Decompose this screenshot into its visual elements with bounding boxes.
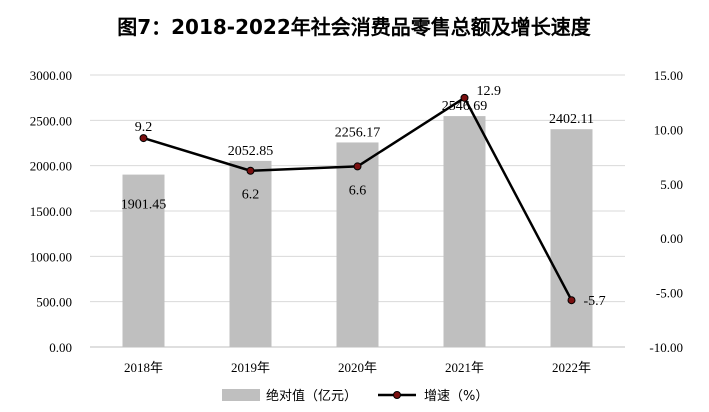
line-marker bbox=[139, 134, 148, 143]
left-tick-label: 2500.00 bbox=[30, 113, 72, 128]
line-marker bbox=[460, 93, 469, 102]
legend-bar-swatch bbox=[222, 389, 260, 401]
right-tick-label: 10.00 bbox=[654, 122, 683, 137]
line-value-label: -5.7 bbox=[584, 294, 606, 309]
line-data-labels: 9.2 6.2 6.6 12.9 -5.7 bbox=[135, 84, 606, 309]
bar-value-label: 2546.69 bbox=[442, 99, 488, 114]
line-value-label: 12.9 bbox=[477, 84, 502, 99]
x-tick-label: 2020年 bbox=[338, 360, 377, 375]
left-tick-label: 3000.00 bbox=[30, 68, 72, 83]
x-tick-label: 2022年 bbox=[552, 360, 591, 375]
right-axis-ticks: -10.00 -5.00 0.00 5.00 10.00 15.00 bbox=[649, 68, 683, 355]
bar bbox=[229, 160, 272, 347]
right-tick-label: 15.00 bbox=[654, 68, 683, 83]
legend: 绝对值（亿元） 增速（%） bbox=[222, 388, 488, 404]
left-tick-label: 1000.00 bbox=[30, 249, 72, 264]
bar-series bbox=[122, 116, 593, 348]
left-tick-label: 0.00 bbox=[49, 340, 72, 355]
right-tick-label: 5.00 bbox=[660, 177, 683, 192]
left-tick-label: 500.00 bbox=[36, 295, 72, 310]
line-marker bbox=[567, 296, 576, 305]
legend-line-label: 增速（%） bbox=[424, 389, 488, 404]
right-tick-label: -5.00 bbox=[656, 286, 683, 301]
x-tick-label: 2019年 bbox=[231, 360, 270, 375]
legend-line-marker bbox=[393, 391, 401, 399]
bar-value-label: 1901.45 bbox=[121, 198, 167, 213]
chart-title: 图7：2018-2022年社会消费品零售总额及增长速度 bbox=[117, 15, 592, 39]
bar-data-labels: 1901.45 2052.85 2256.17 2546.69 2402.11 bbox=[121, 99, 594, 213]
right-tick-label: 0.00 bbox=[660, 231, 683, 246]
line-value-label: 6.6 bbox=[349, 183, 367, 198]
bar bbox=[550, 129, 593, 347]
bar bbox=[122, 174, 165, 347]
bar bbox=[443, 116, 486, 348]
left-tick-label: 2000.00 bbox=[30, 159, 72, 174]
left-axis-ticks: 0.00 500.00 1000.00 1500.00 2000.00 2500.00 30… bbox=[30, 68, 72, 355]
x-axis-ticks: 2018年 2019年 2020年 2021年 2022年 bbox=[124, 360, 591, 375]
line-value-label: 9.2 bbox=[135, 120, 153, 135]
bar-value-label: 2052.85 bbox=[228, 144, 274, 159]
legend-bar-label: 绝对值（亿元） bbox=[266, 388, 357, 404]
left-tick-label: 1500.00 bbox=[30, 204, 72, 219]
bar-value-label: 2256.17 bbox=[335, 125, 381, 140]
x-tick-label: 2021年 bbox=[445, 360, 484, 375]
line-marker bbox=[353, 162, 362, 171]
x-tick-label: 2018年 bbox=[124, 360, 163, 375]
line-value-label: 6.2 bbox=[242, 188, 260, 203]
bar bbox=[336, 142, 379, 347]
line-marker bbox=[246, 166, 255, 175]
right-tick-label: -10.00 bbox=[649, 340, 683, 355]
line-series bbox=[139, 93, 576, 305]
bar-value-label: 2402.11 bbox=[549, 112, 594, 127]
